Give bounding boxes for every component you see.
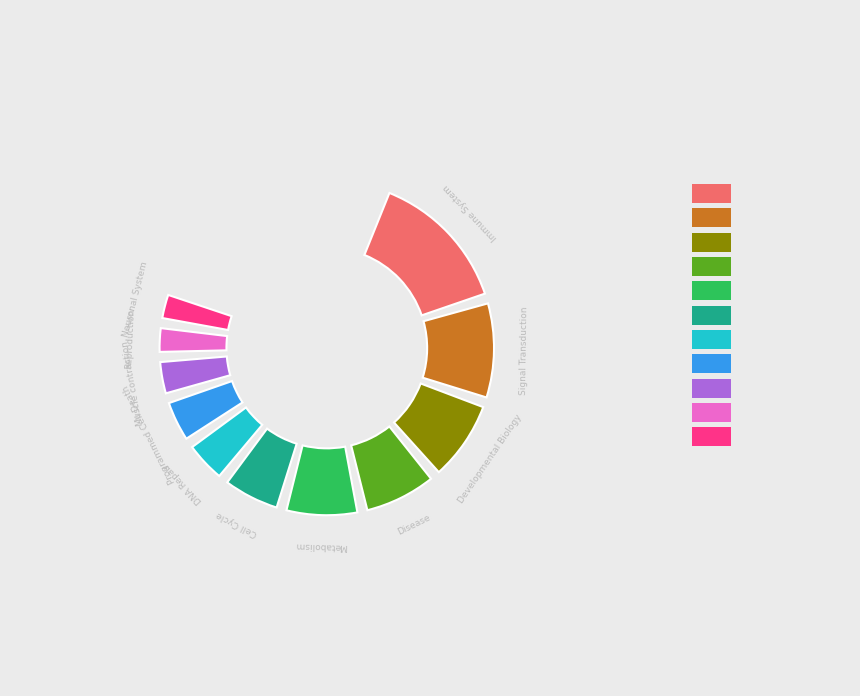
Wedge shape xyxy=(422,303,494,397)
Text: Developmental Biology: Developmental Biology xyxy=(457,413,523,505)
Wedge shape xyxy=(160,356,230,393)
Bar xyxy=(692,306,731,325)
Bar xyxy=(692,403,731,422)
Text: Cell Cycle: Cell Cycle xyxy=(215,509,259,538)
Bar xyxy=(692,184,731,203)
Wedge shape xyxy=(351,427,431,510)
Bar xyxy=(692,330,731,349)
Text: Neuronal System: Neuronal System xyxy=(121,260,150,338)
Wedge shape xyxy=(365,193,485,315)
Bar xyxy=(692,427,731,447)
Wedge shape xyxy=(192,407,262,476)
Wedge shape xyxy=(163,295,231,330)
Text: Programmed Cell Death: Programmed Cell Death xyxy=(121,384,177,485)
Text: Metabolism: Metabolism xyxy=(295,540,347,551)
Bar xyxy=(692,281,731,301)
Bar xyxy=(692,354,731,373)
Text: Disease: Disease xyxy=(396,513,432,537)
Text: Immune System: Immune System xyxy=(441,182,499,242)
Wedge shape xyxy=(394,383,483,472)
Wedge shape xyxy=(169,381,243,438)
Text: Reproduction: Reproduction xyxy=(124,308,136,369)
Wedge shape xyxy=(227,429,297,507)
Bar xyxy=(692,257,731,276)
Bar xyxy=(692,379,731,398)
Bar xyxy=(692,232,731,252)
Wedge shape xyxy=(160,328,227,352)
Bar xyxy=(692,208,731,227)
Text: Muscle contraction: Muscle contraction xyxy=(120,340,144,426)
Text: DNA Repair: DNA Repair xyxy=(162,461,204,505)
Text: Signal Transduction: Signal Transduction xyxy=(519,307,529,395)
Wedge shape xyxy=(286,445,358,515)
